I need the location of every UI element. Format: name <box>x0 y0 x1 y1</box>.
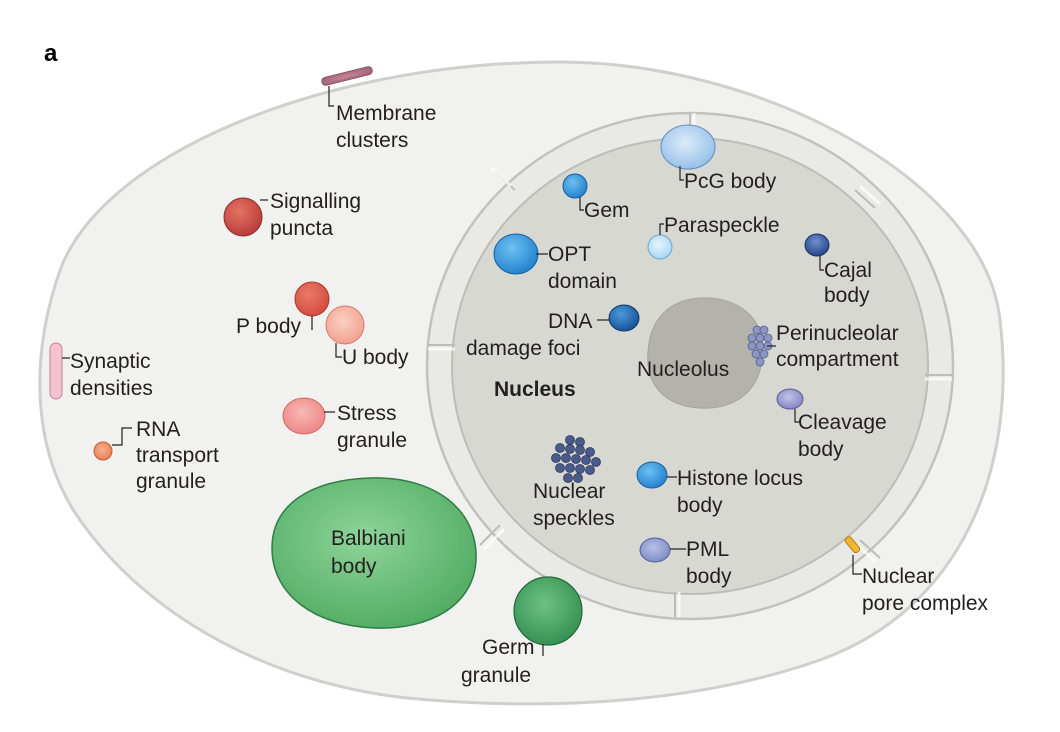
perinucleolar-compartment <box>747 325 773 367</box>
cleavage-body-label: Cleavage body <box>798 411 893 461</box>
balbiani-body-label: Balbiani body <box>331 527 412 578</box>
stress-granule-label: Stress granule <box>337 402 407 452</box>
balbiani-body-shape <box>271 477 477 629</box>
cajal-body-shape <box>804 233 830 257</box>
membrane-clusters <box>321 66 373 107</box>
signalling-puncta-label: Signalling puncta <box>270 190 367 240</box>
pcg-body-label: PcG body <box>684 170 777 193</box>
dna-damage-foci-body <box>608 304 640 332</box>
nucleolus <box>647 297 764 409</box>
synaptic-densities-body <box>49 342 63 400</box>
dna-damage-foci-label: DNA damage foci <box>466 310 597 360</box>
pml-body-shape <box>639 537 671 563</box>
nucleus-title: Nucleus <box>494 378 576 401</box>
p-body-label: P body <box>236 315 301 338</box>
opt-domain-body <box>493 233 539 275</box>
signalling-puncta-body <box>223 197 263 237</box>
panel-label: a <box>44 40 58 67</box>
pml-body-label: PML body <box>686 538 734 588</box>
perinucleolar-compartment-label: Perinucleolar compartment <box>776 322 904 371</box>
gem-body <box>562 173 588 199</box>
paraspeckle-body <box>647 234 673 260</box>
opt-domain-label: OPT domain <box>548 243 617 293</box>
leader-lines <box>62 166 862 656</box>
germ-granule-body <box>513 576 583 646</box>
histone-locus-body-shape <box>636 461 668 489</box>
pcg-body <box>660 124 716 170</box>
nucleolus-label: Nucleolus <box>637 358 729 381</box>
nuclear-pore-complex-marker <box>844 536 861 554</box>
nuclear-speckles <box>551 435 601 483</box>
membrane-clusters-label: Membrane clusters <box>336 102 442 152</box>
u-body <box>325 305 365 345</box>
stress-granule-body <box>282 397 326 435</box>
germ-granule-label: Germ granule <box>461 636 540 687</box>
nuclear-pore-complex-label: Nuclear pore complex <box>862 565 989 615</box>
synaptic-densities-label: Synaptic densities <box>70 350 156 400</box>
cleavage-body-shape <box>776 388 804 410</box>
paraspeckle-label: Paraspeckle <box>664 214 780 237</box>
u-body-label: U body <box>342 346 409 369</box>
gem-label: Gem <box>584 199 630 222</box>
cajal-body-label: Cajal body <box>824 259 878 307</box>
rna-transport-granule-body <box>93 441 113 461</box>
histone-locus-body-label: Histone locus body <box>677 467 809 517</box>
nuclear-speckles-label: Nuclear speckles <box>533 480 615 530</box>
p-body <box>294 281 330 317</box>
rna-transport-granule-label: RNA transport granule <box>136 418 225 493</box>
